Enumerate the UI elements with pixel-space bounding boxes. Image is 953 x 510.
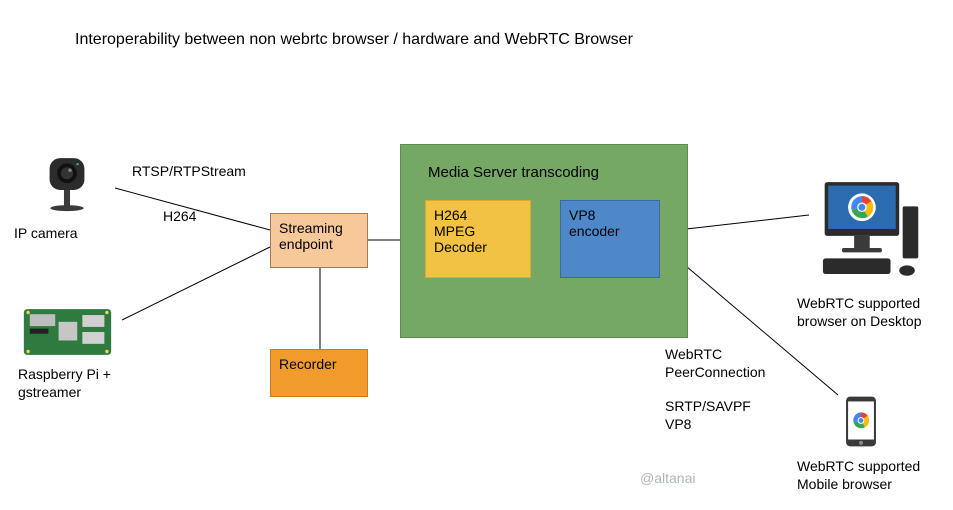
raspberry-pi-icon [15,296,120,356]
webrtc-label: WebRTC PeerConnection [665,346,765,381]
streaming-endpoint-label: Streaming endpoint [279,220,343,252]
recorder-box: Recorder [270,349,368,397]
vp8-encoder-label: VP8 encoder [569,207,620,239]
h264-decoder-label: H264 MPEG Decoder [434,207,487,255]
desktop-icon [808,165,928,280]
media-server-title: Media Server transcoding [428,164,599,183]
recorder-label: Recorder [279,356,337,372]
h264-label: H264 [163,208,196,226]
watermark: @altanai [640,470,695,488]
vp8-encoder-box: VP8 encoder [560,200,660,278]
ip-camera-label: IP camera [14,225,78,243]
diagram-title: Interoperability between non webrtc brow… [75,30,633,50]
raspberry-pi-label: Raspberry Pi + gstreamer [18,366,111,401]
desktop-label: WebRTC supported browser on Desktop [797,295,922,330]
streaming-endpoint-box: Streaming endpoint [270,213,368,268]
h264-decoder-box: H264 MPEG Decoder [425,200,531,278]
edge [122,247,270,320]
mobile-label: WebRTC supported Mobile browser [797,458,920,493]
ip-camera-icon [34,140,100,215]
mobile-icon [836,378,886,453]
srtp-label: SRTP/SAVPF VP8 [665,398,751,433]
rtsp-label: RTSP/RTPStream [132,163,246,181]
